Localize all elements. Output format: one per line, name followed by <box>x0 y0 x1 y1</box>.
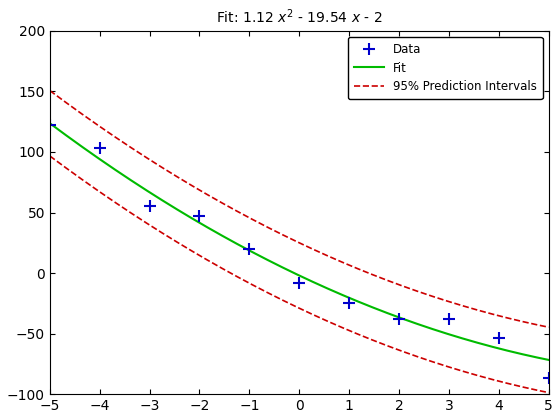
Title: Fit: 1.12 $x^2$ - 19.54 $x$ - 2: Fit: 1.12 $x^2$ - 19.54 $x$ - 2 <box>216 7 382 26</box>
Legend: Data, Fit, 95% Prediction Intervals: Data, Fit, 95% Prediction Intervals <box>348 37 543 100</box>
